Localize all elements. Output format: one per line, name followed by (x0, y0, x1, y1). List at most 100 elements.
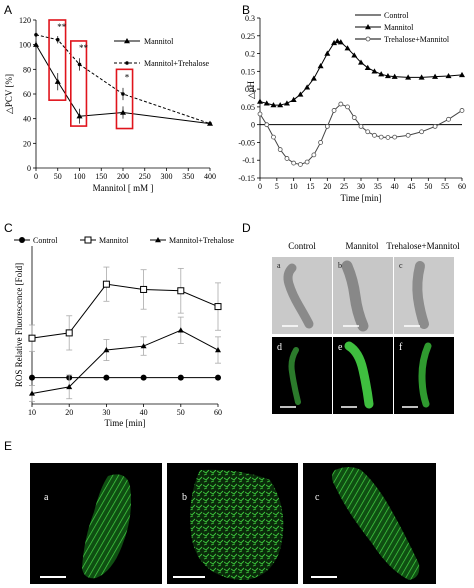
image-label-f: f (399, 342, 403, 353)
data-point (271, 134, 276, 140)
y-tick-label: -0.1 (242, 156, 255, 165)
fluorescence-cell-trehalose (418, 342, 432, 408)
x-tick-label: 30 (102, 408, 110, 417)
data-point (311, 152, 317, 158)
image-label-e-a: a (44, 492, 49, 503)
image-label-b: b (338, 261, 342, 270)
data-point (257, 111, 263, 117)
data-point (445, 72, 452, 79)
data-point (208, 121, 212, 126)
legend-label: Mannitol (144, 37, 174, 46)
y-tick-label: 0.3 (245, 14, 255, 23)
data-point (392, 134, 398, 140)
data-point (257, 98, 263, 104)
data-point (385, 135, 391, 140)
x-tick-label: 100 (74, 172, 86, 181)
fluorescence-cell-mannitol (344, 341, 374, 409)
data-point (33, 41, 39, 47)
brightfield-cell-trehalose (412, 261, 429, 329)
y-tick-label: 0.15 (241, 67, 255, 76)
series-line (31, 283, 219, 339)
data-point (297, 162, 303, 167)
y-axis-label: △PCV [%] (4, 74, 14, 114)
x-tick-label: 5 (275, 182, 279, 191)
legend-label: Control (33, 236, 58, 245)
significance-marker: * (125, 72, 130, 82)
confocal-cell-b (190, 469, 284, 580)
fluorescence-cell-control (288, 347, 301, 405)
x-tick-label: 50 (177, 408, 185, 417)
highlight-box (48, 19, 67, 101)
data-point (28, 334, 36, 342)
x-tick-label: 40 (391, 182, 399, 191)
data-point (264, 122, 270, 128)
data-point (405, 74, 412, 80)
col-header-trehalose-mannitol: Trehalose+Mannitol (386, 241, 460, 251)
data-point (77, 62, 82, 67)
data-point (270, 102, 277, 108)
y-tick-label: -0.05 (238, 138, 255, 147)
x-tick-label: 20 (65, 408, 73, 417)
legend-marker (125, 61, 129, 65)
data-point (324, 50, 331, 56)
legend-label: Mannitol (384, 23, 414, 32)
x-tick-label: 35 (374, 182, 382, 191)
x-tick-label: 350 (182, 172, 194, 181)
data-point (371, 68, 378, 74)
data-point (34, 33, 38, 37)
legend-label: Trehalose+Mannitol (384, 35, 450, 44)
legend-marker (365, 36, 371, 42)
data-point (214, 303, 222, 311)
image-label-c: c (399, 261, 403, 270)
data-point (66, 383, 73, 390)
highlight-box (115, 68, 134, 130)
x-tick-label: 0 (258, 182, 262, 191)
y-tick-label: 0.2 (245, 50, 255, 59)
data-point (140, 374, 147, 381)
significance-marker: ** (79, 43, 89, 53)
legend-marker (19, 237, 25, 243)
image-label-a: a (277, 261, 281, 270)
col-header-mannitol: Mannitol (346, 241, 379, 251)
brightfield-control-image (272, 257, 332, 334)
x-tick-label: 25 (340, 182, 348, 191)
data-point (177, 287, 185, 295)
y-tick-label: 80 (23, 65, 31, 74)
data-point (378, 71, 385, 77)
data-point (459, 71, 465, 78)
data-point (337, 39, 344, 45)
data-point (344, 45, 351, 51)
y-tick-label: 0.25 (241, 32, 255, 41)
legend-label: Mannitol+Trehalose (144, 59, 210, 68)
x-tick-label: 55 (441, 182, 449, 191)
y-tick-label: 0.1 (245, 85, 255, 94)
data-point (54, 78, 61, 84)
data-point (310, 75, 317, 81)
series-line (31, 329, 219, 394)
panel-c-letter: C (4, 221, 13, 235)
image-label-e: e (338, 342, 343, 353)
data-point (215, 347, 221, 353)
x-axis-label: Mannitol [ mM ] (93, 183, 154, 193)
panel-e-images: a b c (30, 463, 436, 584)
data-point (121, 92, 125, 96)
series-line (259, 40, 463, 106)
x-tick-label: 45 (408, 182, 416, 191)
data-point (291, 160, 297, 166)
data-point (76, 113, 83, 119)
x-tick-label: 150 (95, 172, 107, 181)
legend-marker (84, 236, 92, 244)
x-tick-label: 250 (139, 172, 151, 181)
y-tick-label: 100 (19, 41, 31, 50)
fluorescence-control-image (272, 337, 332, 414)
highlight-box (70, 40, 88, 127)
legend-marker (155, 237, 161, 243)
data-point (358, 124, 364, 129)
data-point (351, 115, 357, 120)
panel-d-images: Control Mannitol Trehalose+Mannitol a b … (272, 241, 460, 414)
data-point (446, 116, 451, 122)
panel-b-letter: B (242, 3, 250, 17)
panel-a-letter: A (4, 3, 12, 17)
x-tick-label: 300 (161, 172, 173, 181)
